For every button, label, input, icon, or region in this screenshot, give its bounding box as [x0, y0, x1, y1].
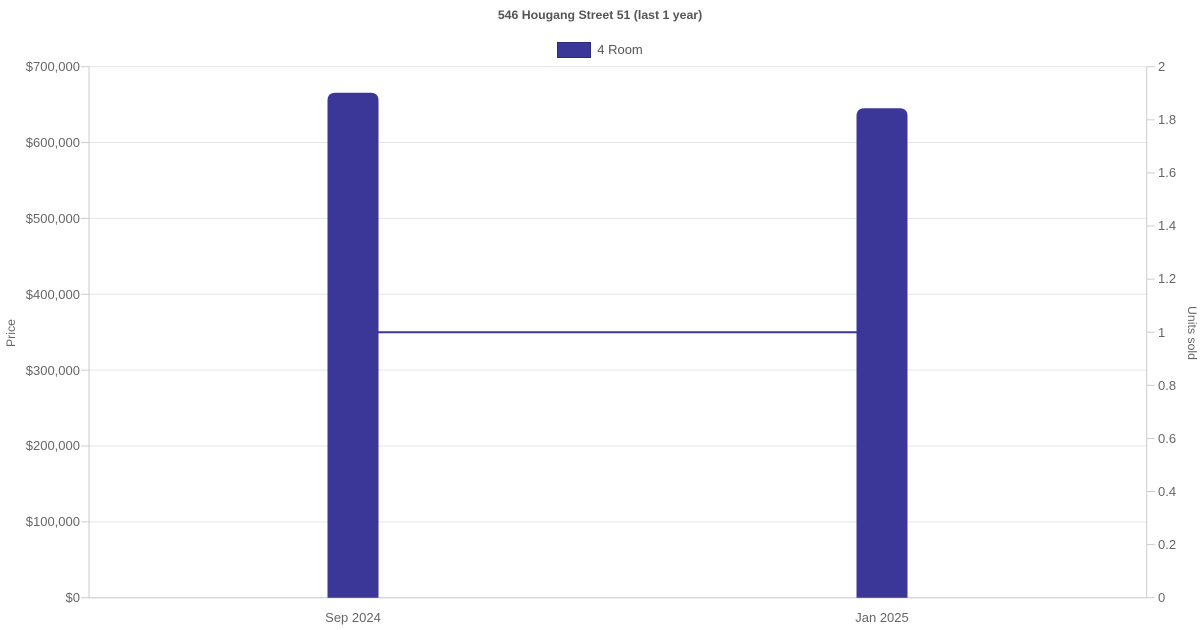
svg-text:$100,000: $100,000: [26, 514, 80, 529]
svg-text:1.8: 1.8: [1158, 112, 1176, 127]
svg-text:Sep 2024: Sep 2024: [325, 610, 381, 625]
svg-text:1.6: 1.6: [1158, 165, 1176, 180]
svg-text:2: 2: [1158, 59, 1165, 74]
svg-text:$700,000: $700,000: [26, 59, 80, 74]
svg-text:1: 1: [1158, 325, 1165, 340]
svg-text:1.4: 1.4: [1158, 218, 1176, 233]
svg-text:$300,000: $300,000: [26, 363, 80, 378]
svg-text:0.2: 0.2: [1158, 537, 1176, 552]
svg-text:$600,000: $600,000: [26, 135, 80, 150]
svg-text:1.2: 1.2: [1158, 271, 1176, 286]
svg-text:Jan 2025: Jan 2025: [855, 610, 909, 625]
svg-text:Units sold: Units sold: [1185, 306, 1199, 360]
svg-text:0.6: 0.6: [1158, 431, 1176, 446]
svg-text:0: 0: [1158, 590, 1165, 605]
svg-text:$0: $0: [66, 590, 80, 605]
svg-text:$500,000: $500,000: [26, 211, 80, 226]
svg-text:0.4: 0.4: [1158, 484, 1176, 499]
svg-text:$200,000: $200,000: [26, 438, 80, 453]
svg-text:0.8: 0.8: [1158, 378, 1176, 393]
svg-text:Price: Price: [4, 319, 18, 347]
svg-text:$400,000: $400,000: [26, 287, 80, 302]
